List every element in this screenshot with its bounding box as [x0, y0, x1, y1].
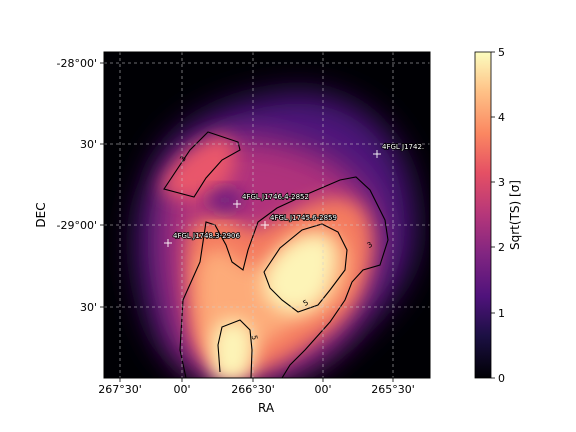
- contour-label-3-main: 3: [365, 240, 374, 250]
- colorbar-label: Sqrt(TS) [σ]: [508, 180, 522, 250]
- coordinate-grid: [104, 52, 430, 378]
- contour-label-5-center: 5: [301, 298, 310, 308]
- heatmap-image: [104, 52, 430, 378]
- x-axis-label: RA: [258, 401, 275, 415]
- y-tick-label: 30': [80, 301, 97, 314]
- contour-label-5-bottom: 5: [250, 334, 260, 340]
- colorbar-tick-label: 0: [498, 372, 505, 385]
- source-label-j1746: 4FGL J1746.4-2852: [242, 193, 309, 201]
- y-tick-label: 30': [80, 138, 97, 151]
- x-tick-labels: 267°30' 00' 266°30' 00' 265°30': [98, 383, 415, 396]
- source-markers: [164, 150, 381, 247]
- source-marker-j1745: [261, 221, 269, 229]
- colorbar-tick-label: 1: [498, 307, 505, 320]
- source-marker-j1742: [373, 150, 381, 158]
- x-tick-label: 267°30': [98, 383, 142, 396]
- source-labels: 4FGL J1746.4-2852 4FGL J1745.6-2859 4FGL…: [172, 142, 425, 241]
- colorbar: 0 1 2 3 4 5 Sqrt(TS) [σ]: [474, 46, 522, 385]
- x-tick-label: 266°30': [231, 383, 275, 396]
- plot-frame: [103, 51, 431, 379]
- y-tick-label: -28°00': [57, 57, 98, 70]
- colorbar-tick-label: 4: [498, 111, 505, 124]
- x-tick-label: 265°30': [371, 383, 415, 396]
- source-marker-j1746: [233, 200, 241, 208]
- contour-labels: 3 3 5 5: [178, 154, 374, 341]
- contour-label-3-upper: 3: [178, 154, 188, 163]
- x-tick-label: 00': [314, 383, 331, 396]
- y-tick-labels: -28°00' 30' -29°00' 30': [57, 57, 98, 314]
- contour-5-bottom: [217, 319, 253, 378]
- x-tick-label: 00': [173, 383, 190, 396]
- colorbar-gradient: [474, 51, 492, 379]
- source-marker-j1748: [164, 239, 172, 247]
- contour-5-center: [263, 223, 348, 313]
- axis-ticks: [100, 62, 394, 382]
- colorbar-tick-label: 2: [498, 241, 505, 254]
- colorbar-tick-label: 3: [498, 176, 505, 189]
- source-label-j1745: 4FGL J1745.6-2859: [270, 214, 337, 222]
- y-tick-label: -29°00': [57, 219, 98, 232]
- contour-3-main: [179, 176, 389, 378]
- colorbar-tick-label: 5: [498, 46, 505, 59]
- source-label-j1742: 4FGL J1742.: [382, 143, 424, 151]
- y-axis-label: DEC: [34, 202, 48, 227]
- source-label-j1748: 4FGL J1748.3-2906: [173, 232, 240, 240]
